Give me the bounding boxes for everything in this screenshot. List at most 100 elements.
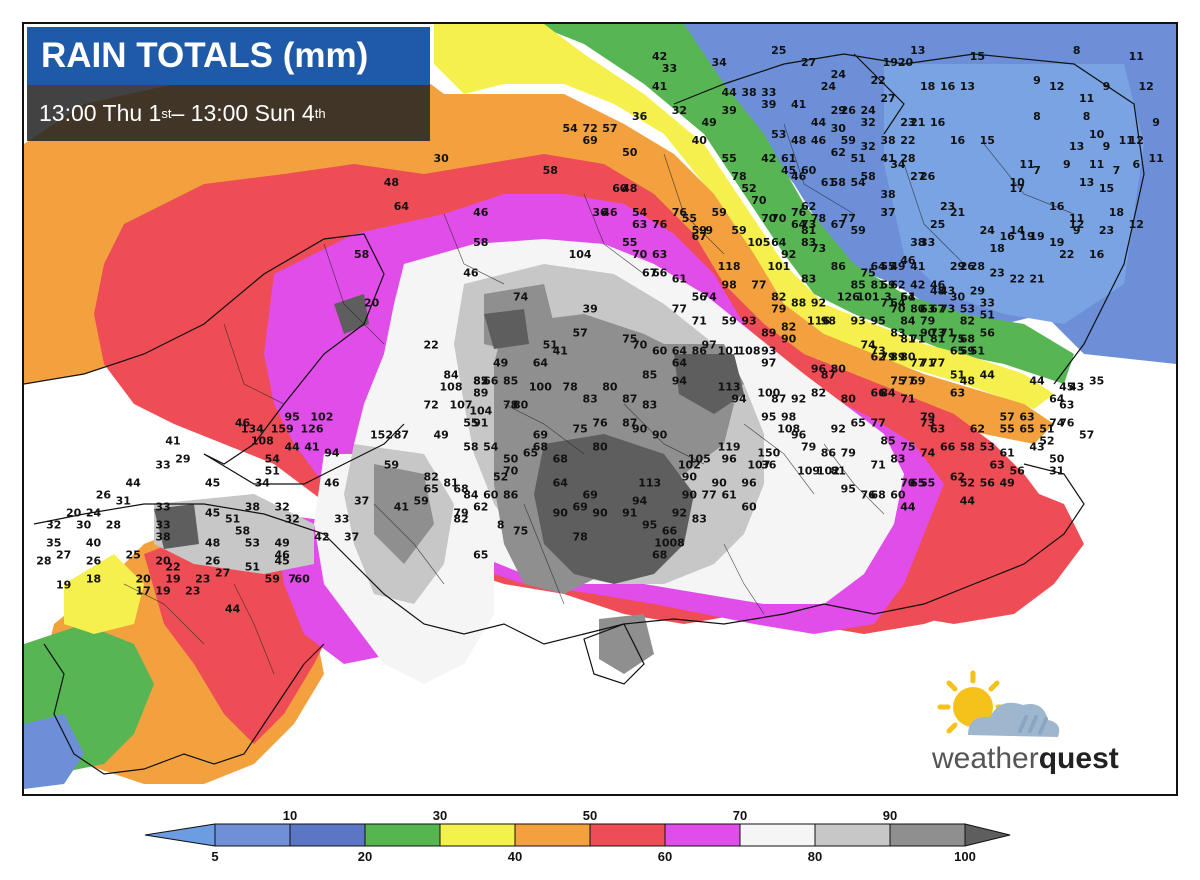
station-value: 80 — [602, 380, 618, 393]
station-value: 12 — [1129, 134, 1144, 147]
station-value: 71 — [900, 392, 915, 405]
station-value: 40 — [86, 537, 102, 550]
station-value: 20 — [66, 507, 82, 520]
station-value: 94 — [632, 495, 648, 508]
station-value: 26 — [920, 170, 936, 183]
station-value: 51 — [265, 464, 280, 477]
station-value: 36 — [761, 458, 777, 471]
station-value: 152 — [370, 428, 393, 441]
station-value: 23 — [195, 573, 210, 586]
station-value: 72 — [582, 122, 597, 135]
station-value: 60 — [294, 573, 310, 586]
station-value: 38 — [155, 531, 170, 544]
station-value: 104 — [569, 248, 592, 261]
station-value: 65 — [910, 477, 925, 490]
station-value: 32 — [672, 104, 687, 117]
station-value: 28 — [36, 555, 51, 568]
station-value: 19 — [1019, 230, 1034, 243]
station-value: 65 — [950, 344, 965, 357]
station-value: 90 — [553, 507, 569, 520]
station-value: 36 — [592, 206, 608, 219]
station-value: 50 — [503, 452, 519, 465]
station-value: 22 — [424, 338, 439, 351]
station-value: 83 — [890, 452, 905, 465]
station-value: 35 — [46, 537, 61, 550]
station-value: 93 — [761, 344, 776, 357]
station-value: 87 — [622, 416, 637, 429]
station-value: 81 — [930, 332, 945, 345]
station-value: 13 — [1069, 140, 1084, 153]
station-value: 96 — [811, 362, 827, 375]
station-value: 42 — [652, 50, 667, 63]
station-value: 9 — [1063, 158, 1071, 171]
station-value: 37 — [354, 495, 369, 508]
station-value: 59 — [265, 573, 280, 586]
scale-bin-low — [144, 823, 216, 847]
station-value: 32 — [860, 116, 875, 129]
station-value: 12 — [1129, 218, 1144, 231]
station-value: 18 — [86, 573, 101, 586]
station-value: 62 — [831, 146, 846, 159]
station-value: 113 — [718, 380, 741, 393]
station-value: 74 — [702, 290, 718, 303]
station-value: 21 — [950, 206, 965, 219]
station-value: 11 — [1129, 50, 1144, 63]
station-value: 90 — [632, 422, 648, 435]
station-value: 95 — [761, 410, 776, 423]
station-value: 41 — [304, 440, 319, 453]
station-value: 54 — [632, 206, 648, 219]
station-value: 63 — [652, 248, 667, 261]
station-value: 55 — [920, 477, 935, 490]
station-value: 57 — [1000, 410, 1015, 423]
station-value: 81 — [870, 278, 885, 291]
station-value: 48 — [622, 182, 637, 195]
station-value: 81 — [831, 464, 846, 477]
station-value: 28 — [106, 519, 121, 532]
station-value: 98 — [821, 314, 836, 327]
station-value: 71 — [692, 314, 707, 327]
station-value: 95 — [642, 519, 657, 532]
station-value: 49 — [1000, 477, 1015, 490]
station-value: 61 — [781, 152, 796, 165]
station-value: 134 — [241, 422, 264, 435]
station-value: 8 — [1073, 44, 1081, 57]
color-scale-legend: 10 30 50 70 90 5 20 40 60 80 100 — [144, 808, 1011, 864]
station-value: 101 — [857, 290, 880, 303]
scale-top-label: 70 — [733, 808, 747, 823]
station-value: 11 — [1019, 158, 1034, 171]
station-value: 46 — [463, 266, 479, 279]
station-value: 49 — [433, 428, 448, 441]
station-value: 81 — [443, 477, 458, 490]
station-value: 79 — [920, 410, 935, 423]
scale-bottom-labels: 5 20 40 60 80 100 — [211, 849, 975, 864]
station-value: 77 — [900, 374, 915, 387]
station-value: 79 — [453, 507, 468, 520]
station-value: 86 — [692, 344, 708, 357]
station-value: 108 — [777, 422, 800, 435]
station-value: 22 — [900, 134, 915, 147]
station-value: 11 — [1089, 158, 1104, 171]
station-value: 93 — [851, 314, 866, 327]
station-value: 51 — [245, 561, 260, 574]
station-value: 79 — [771, 302, 786, 315]
station-value: 13 — [960, 80, 975, 93]
station-value: 53 — [771, 128, 786, 141]
station-value: 85 — [880, 434, 895, 447]
station-value: 49 — [702, 116, 717, 129]
station-value: 12 — [1069, 218, 1084, 231]
station-value: 43 — [1029, 440, 1044, 453]
station-value: 42 — [910, 278, 925, 291]
scale-bin — [514, 823, 591, 847]
station-value: 11 — [1119, 134, 1134, 147]
scale-bin — [589, 823, 666, 847]
station-value: 27 — [910, 170, 925, 183]
station-value: 86 — [503, 489, 519, 502]
station-value: 24 — [831, 68, 847, 81]
station-value: 64 — [533, 356, 549, 369]
station-value: 82 — [473, 374, 488, 387]
period-start: 13:00 Thu 1 — [39, 99, 162, 126]
station-value: 60 — [890, 489, 906, 502]
station-value: 52 — [1039, 434, 1054, 447]
station-value: 81 — [801, 224, 816, 237]
